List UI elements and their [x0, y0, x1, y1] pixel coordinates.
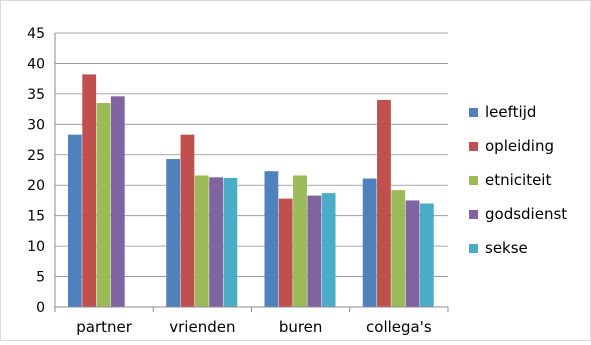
bar-etniciteit-collega's [391, 190, 406, 307]
y-tick-label: 25 [27, 148, 45, 164]
legend-swatch-etniciteit [469, 176, 478, 185]
bar-opleiding-vrienden [180, 134, 195, 307]
legend: leeftijd opleiding etniciteit godsdienst sek… [469, 103, 567, 257]
bar-sekse-collega's [419, 203, 434, 307]
bar-leeftijd-partner [68, 134, 82, 307]
legend-swatch-godsdienst [469, 210, 478, 219]
bar-godsdienst-partner [110, 96, 125, 307]
bar-etniciteit-buren [293, 175, 307, 307]
legend-label-opleiding: opleiding [485, 137, 554, 155]
bar-leeftijd-vrienden [166, 159, 181, 307]
bar-sekse-vrienden [223, 177, 238, 307]
bar-godsdienst-vrienden [209, 177, 223, 307]
legend-label-godsdienst: godsdienst [485, 205, 567, 223]
y-tick-label: 45 [27, 26, 45, 42]
x-tick-label: buren [279, 318, 323, 336]
legend-swatch-sekse [469, 244, 478, 253]
bar-sekse-buren [321, 193, 336, 307]
x-tick-label: partner [76, 318, 132, 336]
bar-godsdienst-collega's [405, 200, 420, 307]
x-tick-label: collega's [366, 318, 432, 336]
bars [68, 74, 434, 308]
bar-etniciteit-vrienden [194, 175, 209, 307]
bar-leeftijd-buren [264, 171, 279, 307]
grouped-bar-chart: 0 5 10 15 20 25 30 35 40 45 partner vrienden buren co… [27, 26, 567, 336]
legend-label-leeftijd: leeftijd [485, 103, 536, 121]
bar-opleiding-partner [82, 74, 97, 307]
y-tick-label: 0 [36, 300, 45, 316]
legend-label-etniciteit: etniciteit [485, 171, 551, 189]
y-tick-label: 15 [27, 209, 45, 225]
legend-label-sekse: sekse [485, 239, 528, 257]
legend-swatch-leeftijd [469, 108, 478, 117]
axes: 0 5 10 15 20 25 30 35 40 45 partner vrienden buren co… [27, 26, 449, 336]
x-tick-label: vrienden [169, 318, 235, 336]
y-tick-label: 35 [27, 87, 45, 103]
bar-opleiding-buren [278, 198, 293, 307]
legend-swatch-opleiding [469, 142, 478, 151]
y-tick-label: 30 [27, 117, 45, 133]
bar-godsdienst-buren [307, 195, 322, 307]
bar-leeftijd-collega's [362, 178, 377, 307]
y-tick-label: 5 [36, 270, 45, 286]
bar-etniciteit-partner [96, 103, 111, 308]
y-tick-label: 40 [27, 56, 45, 72]
bar-opleiding-collega's [377, 99, 391, 307]
y-tick-label: 10 [27, 239, 45, 255]
y-tick-label: 20 [27, 178, 45, 194]
